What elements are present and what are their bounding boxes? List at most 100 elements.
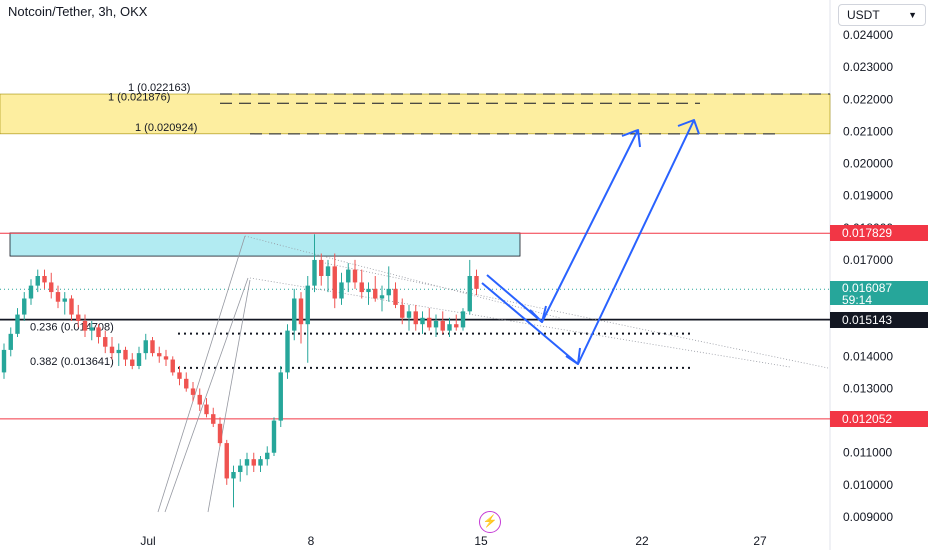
fib-label: 1 (0.021876) — [108, 91, 170, 103]
candle — [386, 266, 391, 302]
candle — [460, 308, 466, 331]
candle — [177, 365, 182, 386]
candle — [28, 279, 34, 305]
last-price-value: 0.016087 — [842, 281, 893, 295]
currency-select[interactable]: USDT ▼ — [838, 4, 926, 26]
candle — [62, 292, 67, 315]
candle — [231, 465, 236, 508]
candle-body — [467, 276, 472, 312]
candle — [89, 320, 94, 341]
candle — [244, 452, 250, 476]
candle-body — [433, 320, 439, 328]
arrowhead — [529, 305, 547, 323]
candle-body — [35, 276, 40, 286]
candle — [204, 398, 209, 418]
candle-body — [325, 266, 331, 276]
price-tick-label: 0.021000 — [843, 124, 893, 138]
candle — [82, 314, 88, 338]
candle — [197, 388, 202, 411]
time-tick-label: 15 — [474, 534, 488, 548]
candles — [1, 234, 479, 508]
candle — [123, 346, 128, 366]
price-tick-label: 0.010000 — [843, 478, 893, 492]
candle — [150, 337, 155, 357]
fib-label: 1 (0.022163) — [128, 82, 190, 94]
candle — [224, 439, 229, 485]
time-tick-label: 22 — [635, 534, 649, 548]
lower-red-price-tag: 0.012052 — [830, 410, 928, 427]
candle-body — [312, 259, 317, 286]
candle — [359, 269, 364, 299]
candle — [96, 324, 101, 344]
fib-label: 1 (0.020924) — [135, 122, 197, 134]
candle-body — [400, 304, 405, 318]
candle-body — [197, 394, 202, 405]
candle — [217, 417, 223, 447]
candle-body — [76, 314, 81, 321]
candle-body — [28, 285, 34, 299]
candle-body — [393, 288, 398, 305]
currency-label: USDT — [847, 8, 880, 22]
candle-body — [143, 340, 148, 354]
candle-body — [373, 288, 378, 299]
candle-body — [447, 324, 452, 331]
candle — [427, 308, 432, 331]
candle-body — [109, 346, 115, 354]
candle — [325, 259, 331, 293]
candle-body — [82, 320, 88, 331]
candle — [346, 263, 351, 293]
candle — [298, 292, 304, 344]
candle — [1, 343, 7, 379]
candle — [454, 314, 459, 331]
candle — [190, 382, 196, 402]
candle-body — [258, 459, 263, 466]
candle-body — [346, 269, 351, 283]
candle-body — [96, 327, 101, 338]
candle — [143, 333, 148, 360]
candle — [379, 285, 385, 312]
candle-body — [170, 359, 175, 373]
projection-arrow-1 — [486, 129, 639, 323]
fib-label: 0.382 (0.013641) — [30, 356, 114, 368]
projection-arrows — [481, 119, 700, 365]
candle-body — [265, 452, 270, 460]
candle — [76, 304, 81, 328]
candle-body — [278, 372, 283, 421]
candle-body — [352, 269, 358, 283]
trend-lines — [157, 235, 829, 513]
price-tick-label: 0.023000 — [843, 60, 893, 74]
candle — [352, 259, 358, 289]
candle — [271, 417, 277, 456]
lightning-icon[interactable]: ⚡ — [479, 511, 501, 533]
chevron-down-icon: ▼ — [908, 10, 917, 20]
candle — [157, 346, 162, 363]
candle — [109, 337, 115, 360]
candle — [130, 353, 135, 370]
candle — [163, 349, 169, 366]
candle-body — [184, 378, 189, 389]
candle-body — [366, 288, 371, 293]
time-tick-label: 27 — [753, 534, 767, 548]
candle — [440, 311, 445, 334]
candle-body — [1, 349, 7, 373]
candle-body — [204, 404, 209, 415]
candle — [373, 276, 378, 302]
candle — [393, 282, 398, 309]
candle-body — [406, 311, 412, 318]
candle-body — [427, 317, 432, 328]
candle-body — [136, 353, 142, 366]
candle-body — [474, 276, 479, 289]
candle — [103, 330, 108, 354]
price-tick-label: 0.024000 — [843, 28, 893, 42]
candle-body — [251, 459, 256, 466]
candle — [406, 304, 412, 331]
candle-body — [62, 298, 67, 302]
arrowhead — [677, 119, 700, 135]
candle — [42, 269, 47, 289]
price-tick-label: 0.020000 — [843, 157, 893, 171]
candle — [265, 446, 270, 466]
candle-body — [454, 324, 459, 328]
black-line-price-tag: 0.015143 — [830, 311, 928, 328]
candle-body — [420, 317, 425, 325]
